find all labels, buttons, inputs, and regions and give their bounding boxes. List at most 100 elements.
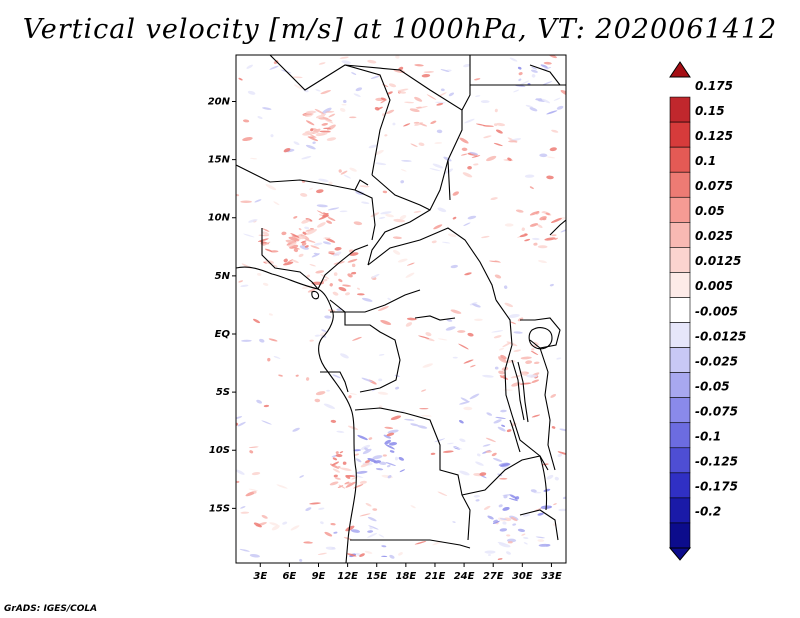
- border-sudan: [461, 55, 471, 111]
- velocity-speckle: [543, 67, 552, 71]
- velocity-speckle: [499, 528, 508, 532]
- velocity-speckle: [405, 322, 413, 327]
- velocity-speckle: [521, 533, 526, 536]
- velocity-speckle: [346, 482, 352, 485]
- velocity-speckle: [339, 451, 344, 454]
- velocity-speckle: [375, 468, 384, 471]
- velocity-speckle: [535, 536, 546, 539]
- velocity-speckle: [420, 415, 432, 417]
- velocity-speckle: [450, 309, 462, 314]
- colorbar-label: -0.2: [695, 505, 721, 519]
- velocity-speckle: [273, 60, 279, 64]
- velocity-speckle: [405, 272, 415, 278]
- velocity-speckle: [355, 458, 362, 463]
- velocity-speckle: [486, 412, 493, 416]
- velocity-speckle: [443, 156, 452, 162]
- longitude-axis: 3E 6E 9E 12E 15E 18E 21E 24E 27E 30E 33E: [253, 563, 562, 582]
- velocity-speckle: [446, 318, 453, 322]
- velocity-speckle: [304, 245, 309, 248]
- velocity-speckle: [298, 228, 302, 231]
- velocity-speckle: [433, 224, 443, 230]
- lake-chad: [311, 290, 320, 300]
- lake-victoria: [528, 327, 553, 350]
- velocity-speckle: [386, 432, 395, 437]
- latitude-axis: 20N 15N 10N 5N EQ 5S 10S 15S: [208, 96, 236, 514]
- velocity-speckle: [434, 438, 445, 443]
- lon-tick-label: 33E: [541, 571, 562, 582]
- velocity-speckle: [493, 419, 502, 424]
- velocity-speckle: [458, 343, 469, 350]
- velocity-speckle: [349, 393, 357, 395]
- velocity-speckle: [418, 142, 425, 146]
- velocity-speckle: [509, 57, 518, 62]
- velocity-speckle: [365, 503, 372, 507]
- velocity-speckle: [310, 128, 314, 132]
- velocity-speckle: [425, 332, 432, 337]
- velocity-speckle: [322, 278, 328, 282]
- velocity-speckle: [349, 167, 357, 172]
- velocity-speckle: [554, 476, 559, 481]
- velocity-speckle: [326, 137, 337, 141]
- velocity-speckle: [519, 233, 528, 238]
- velocity-speckle: [318, 507, 325, 510]
- velocity-speckle: [311, 131, 321, 134]
- velocity-speckle: [550, 394, 557, 398]
- velocity-speckle: [309, 502, 321, 505]
- lat-tick-label: 5N: [215, 271, 231, 282]
- velocity-speckle: [332, 374, 341, 379]
- velocity-speckle: [529, 186, 534, 190]
- velocity-speckle: [339, 56, 349, 59]
- colorbar-swatch: [669, 272, 691, 298]
- velocity-speckle: [519, 371, 528, 376]
- velocity-speckle: [500, 463, 511, 467]
- velocity-speckle: [236, 469, 245, 475]
- velocity-speckle: [544, 237, 556, 241]
- velocity-speckle: [498, 357, 507, 363]
- velocity-speckle: [510, 321, 516, 325]
- velocity-speckle: [551, 234, 557, 237]
- velocity-speckle: [338, 484, 346, 489]
- velocity-speckle: [531, 414, 541, 418]
- velocity-speckle: [500, 409, 507, 413]
- colorbar-swatch: [669, 447, 691, 474]
- velocity-speckle: [236, 422, 239, 426]
- velocity-speckle: [498, 370, 505, 375]
- velocity-speckle: [517, 317, 524, 322]
- velocity-speckle: [495, 129, 503, 134]
- border-chad: [371, 174, 431, 211]
- velocity-speckle: [356, 293, 365, 296]
- velocity-speckle: [313, 242, 323, 246]
- velocity-speckle: [342, 461, 347, 465]
- velocity-speckle: [300, 193, 308, 197]
- velocity-speckle: [339, 107, 346, 112]
- velocity-speckle: [341, 104, 347, 106]
- colorbar-label: 0.0125: [695, 254, 741, 268]
- velocity-speckle: [347, 273, 353, 278]
- velocity-speckle: [406, 317, 417, 321]
- velocity-speckle: [463, 359, 474, 364]
- velocity-speckle: [400, 180, 405, 184]
- velocity-speckle: [418, 335, 430, 339]
- velocity-speckle: [491, 452, 497, 457]
- velocity-speckle: [487, 554, 491, 556]
- border-north: [269, 55, 391, 176]
- velocity-speckle: [329, 283, 333, 287]
- map-frame: [235, 54, 567, 564]
- velocity-speckle: [508, 497, 519, 502]
- velocity-speckle: [369, 526, 373, 530]
- velocity-speckle: [304, 226, 310, 230]
- velocity-speckle: [324, 531, 333, 537]
- velocity-speckle: [299, 475, 304, 478]
- border-angola: [354, 407, 471, 541]
- velocity-speckle: [347, 258, 358, 263]
- velocity-speckle: [333, 251, 342, 257]
- velocity-speckle: [314, 398, 321, 403]
- velocity-speckle: [479, 472, 487, 476]
- velocity-speckle: [463, 63, 471, 68]
- velocity-speckle: [404, 101, 415, 104]
- velocity-speckle: [523, 542, 528, 545]
- velocity-speckle: [254, 199, 262, 203]
- velocity-speckle: [384, 426, 394, 429]
- velocity-speckle: [367, 532, 378, 538]
- velocity-speckle: [450, 264, 458, 269]
